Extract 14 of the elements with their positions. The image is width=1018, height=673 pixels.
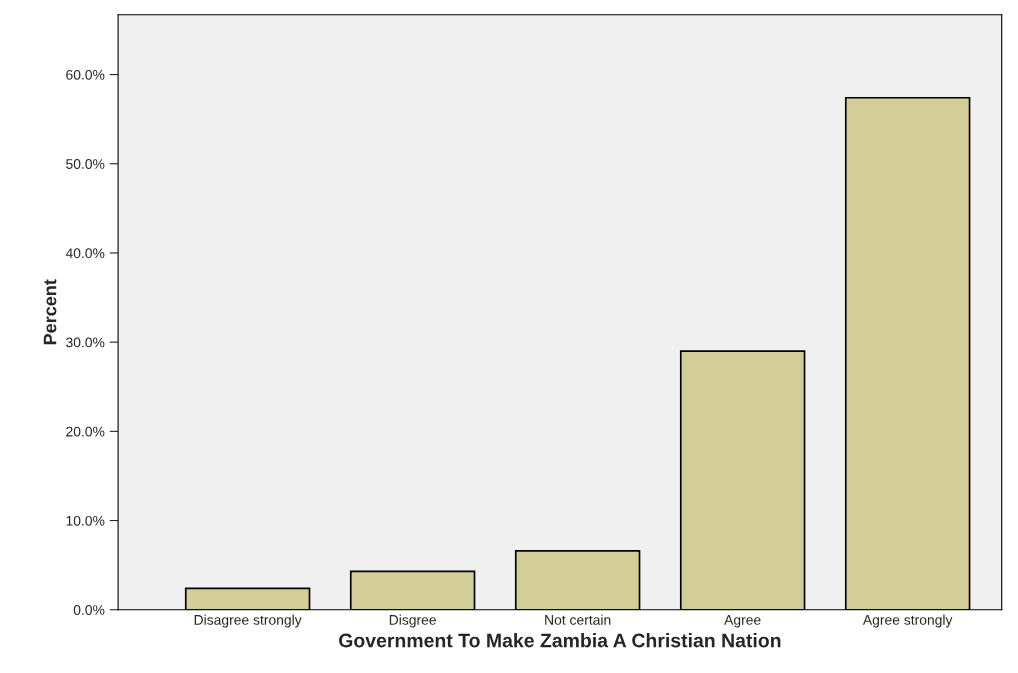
y-axis-title: Percent xyxy=(43,279,57,345)
y-tick-label: 0.0% xyxy=(73,605,105,615)
x-tick-label: Disagree strongly xyxy=(194,614,302,628)
x-tick-label: Agree xyxy=(724,615,761,628)
y-tick-label: 10.0% xyxy=(66,515,105,526)
x-tick-label: Disgree xyxy=(389,614,436,628)
y-tick-label: 40.0% xyxy=(65,248,105,259)
x-tick-label: Not certain xyxy=(545,614,611,625)
y-tick-label: 50.0% xyxy=(66,159,105,169)
y-tick-label: 30.0% xyxy=(66,337,105,348)
x-axis-title: Government To Make Zambia A Christian Nation xyxy=(339,633,781,648)
x-tick-label: Agree strongly xyxy=(862,614,953,628)
y-tick-label: 60.0% xyxy=(66,69,105,80)
y-tick-label: 20.0% xyxy=(66,426,105,437)
